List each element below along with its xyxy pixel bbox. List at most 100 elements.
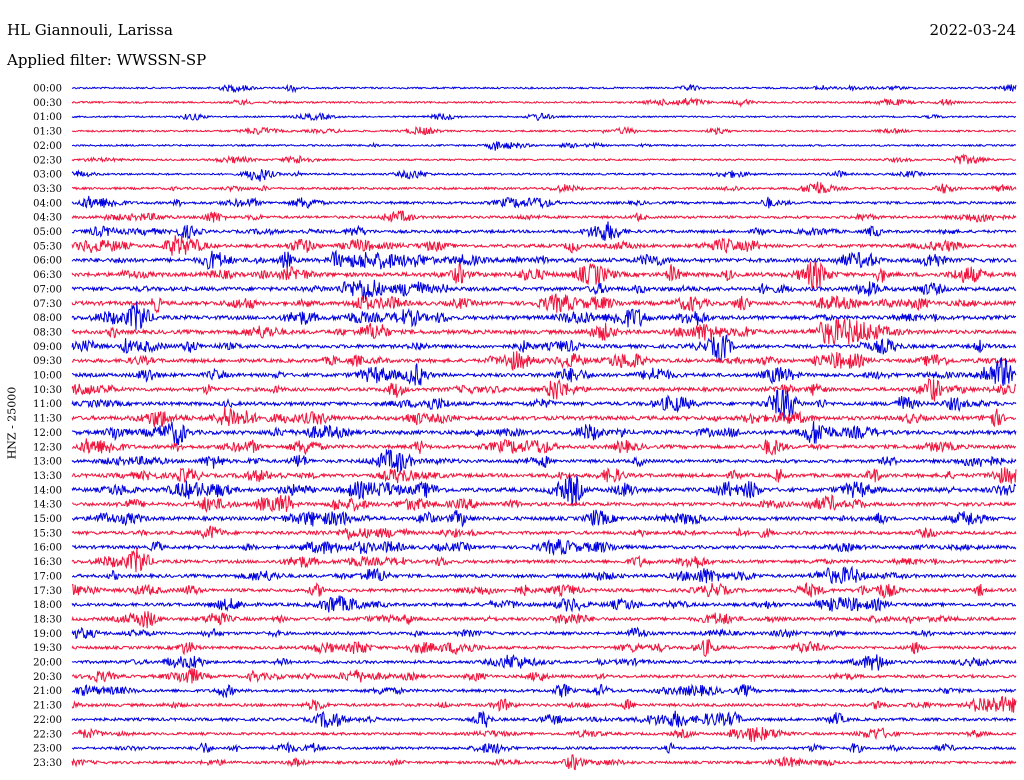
- trace-line: [71, 449, 1017, 473]
- y-tick-label: 20:00: [33, 658, 62, 669]
- trace-line: [71, 301, 1017, 331]
- trace-line: [71, 475, 1017, 507]
- trace-line: [71, 565, 1017, 585]
- trace-line: [71, 467, 1017, 485]
- y-tick-label: 09:30: [33, 356, 62, 367]
- trace-line: [71, 741, 1017, 755]
- trace-line: [71, 509, 1017, 528]
- trace-line: [71, 293, 1017, 314]
- y-tick-label: 20:30: [33, 672, 62, 683]
- trace-line: [71, 727, 1017, 742]
- y-tick-label: 02:00: [33, 141, 62, 152]
- trace-line: [71, 356, 1017, 386]
- y-tick-label: 04:00: [33, 198, 62, 209]
- trace-line: [71, 389, 1017, 421]
- y-tick-label: 16:00: [33, 543, 62, 554]
- trace-line: [71, 334, 1017, 364]
- y-tick-label: 22:00: [33, 715, 62, 726]
- y-tick-label: 15:30: [33, 528, 62, 539]
- trace-line: [71, 547, 1017, 573]
- trace-line: [71, 653, 1017, 671]
- filter-subtitle: Applied filter: WWSSN-SP: [7, 51, 207, 69]
- y-tick-label: 05:00: [33, 227, 62, 238]
- trace-line: [71, 710, 1017, 728]
- y-tick-label: 08:30: [33, 327, 62, 338]
- y-tick-label: 02:30: [33, 155, 62, 166]
- y-tick-label: 18:00: [33, 600, 62, 611]
- y-tick-label: 05:30: [33, 241, 62, 252]
- y-tick-label: 11:00: [33, 399, 62, 410]
- y-tick-label: 10:30: [33, 385, 62, 396]
- y-tick-label: 08:00: [33, 313, 62, 324]
- y-tick-label: 00:30: [33, 98, 62, 109]
- y-tick-label: 17:00: [33, 571, 62, 582]
- y-tick-label: 12:30: [33, 442, 62, 453]
- y-tick-label: 09:00: [33, 342, 62, 353]
- trace-line: [71, 249, 1017, 271]
- trace-line: [71, 668, 1017, 684]
- y-tick-label: 22:30: [33, 729, 62, 740]
- trace-line: [71, 525, 1017, 542]
- trace-line: [71, 639, 1017, 658]
- y-tick-label: 15:00: [33, 514, 62, 525]
- trace-line: [71, 351, 1017, 372]
- trace-line: [71, 181, 1017, 195]
- y-tick-label: 21:00: [33, 686, 62, 697]
- y-tick-label: 19:30: [33, 643, 62, 654]
- trace-line: [71, 235, 1017, 256]
- trace-line: [71, 210, 1017, 224]
- y-tick-label: 07:30: [33, 299, 62, 310]
- y-tick-label: 13:30: [33, 471, 62, 482]
- trace-line: [71, 406, 1017, 428]
- y-tick-label: 01:00: [33, 112, 62, 123]
- trace-line: [71, 112, 1017, 122]
- y-tick-label: 06:30: [33, 270, 62, 281]
- trace-lines: [71, 83, 1017, 771]
- trace-line: [71, 221, 1017, 241]
- y-tick-label: 14:00: [33, 485, 62, 496]
- trace-line: [71, 581, 1017, 600]
- y-tick-label: 10:00: [33, 371, 62, 382]
- y-tick-label: 07:00: [33, 284, 62, 295]
- trace-line: [71, 168, 1017, 182]
- y-tick-label: 18:30: [33, 614, 62, 625]
- y-tick-label: 04:30: [33, 213, 62, 224]
- trace-line: [71, 141, 1017, 151]
- trace-line: [71, 317, 1017, 345]
- trace-line: [71, 438, 1017, 456]
- y-tick-label: 16:30: [33, 557, 62, 568]
- trace-line: [71, 494, 1017, 514]
- trace-line: [71, 683, 1017, 699]
- y-tick-label: 01:30: [33, 127, 62, 138]
- trace-line: [71, 595, 1017, 613]
- trace-line: [71, 378, 1017, 402]
- y-tick-labels: 00:00 00:30 01:00 01:30 02:00 02:30 03:00 03:30…: [33, 84, 62, 769]
- y-tick-label: 17:30: [33, 586, 62, 597]
- trace-line: [71, 421, 1017, 447]
- y-tick-label: 03:00: [33, 170, 62, 181]
- trace-line: [71, 83, 1017, 94]
- trace-line: [71, 538, 1017, 557]
- y-tick-label: 03:30: [33, 184, 62, 195]
- y-tick-label: 23:30: [33, 758, 62, 769]
- trace-line: [71, 96, 1017, 108]
- y-tick-label: 11:30: [33, 414, 62, 425]
- trace-line: [71, 695, 1017, 713]
- trace-line: [71, 260, 1017, 291]
- trace-line: [71, 125, 1017, 136]
- trace-line: [71, 153, 1017, 165]
- y-tick-label: 21:30: [33, 701, 62, 712]
- y-tick-label: 13:00: [33, 457, 62, 468]
- y-tick-label: 19:00: [33, 629, 62, 640]
- y-tick-label: 06:00: [33, 256, 62, 267]
- y-tick-label: 00:00: [33, 84, 62, 95]
- y-tick-label: 23:00: [33, 744, 62, 755]
- trace-line: [71, 611, 1017, 629]
- trace-line: [71, 195, 1017, 210]
- station-title: HL Giannouli, Larissa: [7, 21, 173, 39]
- trace-line: [71, 279, 1017, 302]
- y-tick-label: 14:30: [33, 500, 62, 511]
- y-tick-label: 12:00: [33, 428, 62, 439]
- trace-line: [71, 626, 1017, 640]
